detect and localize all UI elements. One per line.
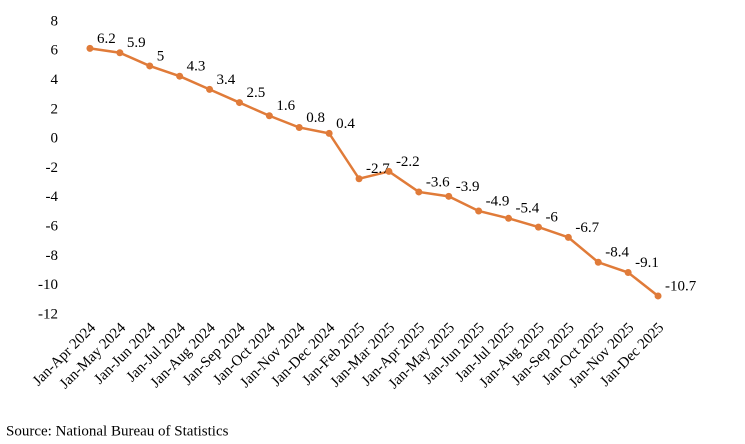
data-label: -4.9 [486, 193, 510, 209]
data-label: -2.2 [396, 154, 420, 170]
data-point [564, 233, 572, 241]
data-point [86, 44, 94, 52]
data-point [415, 188, 423, 196]
data-label: -10.7 [665, 278, 697, 294]
y-tick-label: 2 [51, 101, 59, 117]
data-point [176, 72, 184, 80]
y-tick-label: 8 [51, 13, 59, 29]
data-point [534, 223, 542, 231]
y-tick-label: -10 [38, 277, 58, 293]
data-label: 4.3 [187, 59, 206, 75]
data-label: -6.7 [575, 220, 599, 236]
y-tick-label: -4 [46, 189, 59, 205]
data-point [624, 269, 632, 277]
data-point [654, 292, 662, 300]
y-tick-label: -6 [46, 219, 59, 235]
data-label: -5.4 [516, 201, 540, 217]
data-point [445, 192, 453, 200]
data-point [206, 85, 214, 93]
data-label: -3.9 [456, 179, 480, 195]
data-point [116, 49, 124, 57]
y-tick-label: 6 [51, 43, 59, 59]
data-point [385, 167, 393, 175]
data-point [265, 112, 273, 120]
source-note: Source: National Bureau of Statistics [6, 423, 229, 439]
data-point [355, 175, 363, 183]
y-tick-label: -2 [46, 160, 59, 176]
data-label: 0.8 [306, 110, 325, 126]
data-point [325, 129, 333, 137]
data-label: 5.9 [127, 35, 146, 51]
data-label: -2.7 [366, 161, 390, 177]
y-tick-label: -12 [38, 306, 58, 322]
y-tick-label: 0 [51, 131, 59, 147]
data-point [295, 123, 303, 131]
data-label: 2.5 [246, 85, 265, 101]
data-label: -6 [545, 210, 558, 226]
data-label: -3.6 [426, 174, 450, 190]
data-label: 5 [157, 48, 165, 64]
data-label: 3.4 [217, 72, 236, 88]
data-line [89, 47, 659, 297]
data-label: -9.1 [635, 255, 659, 271]
data-point [475, 207, 483, 215]
data-label: -8.4 [605, 245, 629, 261]
data-label: 6.2 [97, 31, 116, 47]
data-point [505, 214, 513, 222]
data-point [235, 99, 243, 107]
data-point [146, 62, 154, 70]
data-point [594, 258, 602, 266]
data-label: 0.4 [336, 116, 355, 132]
y-tick-label: 4 [51, 72, 59, 88]
data-label: 1.6 [276, 98, 295, 114]
y-tick-label: -8 [46, 248, 59, 264]
